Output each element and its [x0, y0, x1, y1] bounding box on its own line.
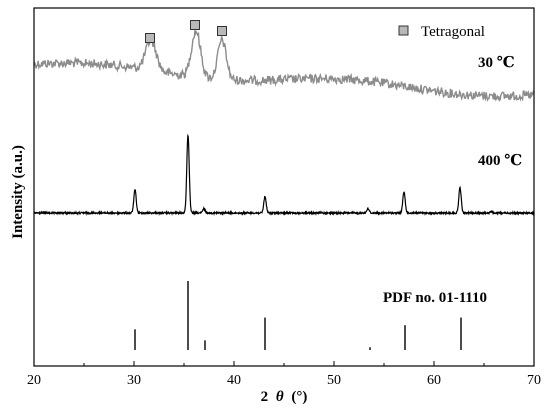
legend-label: Tetragonal: [421, 24, 485, 40]
x-tick-label-60: 60: [427, 373, 441, 388]
trace-label-30c: 30 ℃: [478, 55, 515, 71]
trace-400c-line: [33, 133, 535, 217]
x-axis-title-unit: (°): [291, 389, 307, 405]
x-axis-title-symbol: θ: [276, 389, 284, 405]
trace-30c-line: [33, 30, 535, 102]
y-axis-title: Intensity (a.u.): [10, 145, 26, 239]
x-axis-title-prefix: 2: [261, 389, 269, 405]
reference-label: PDF no. 01-1110: [383, 290, 487, 306]
x-axis-title: 2 θ (°): [261, 389, 308, 405]
tetragonal-marker-2: [217, 26, 227, 36]
plot-frame: [33, 7, 535, 367]
x-tick-label-20: 20: [27, 373, 41, 388]
tetragonal-marker-0: [145, 33, 155, 43]
trace-label-400c: 400 ℃: [478, 153, 522, 169]
tetragonal-marker-1: [190, 20, 200, 30]
x-tick-label-50: 50: [327, 373, 341, 388]
legend-marker-square: [398, 25, 409, 36]
x-tick-label-40: 40: [227, 373, 241, 388]
x-tick-label-30: 30: [127, 373, 141, 388]
x-tick-label-70: 70: [527, 373, 541, 388]
